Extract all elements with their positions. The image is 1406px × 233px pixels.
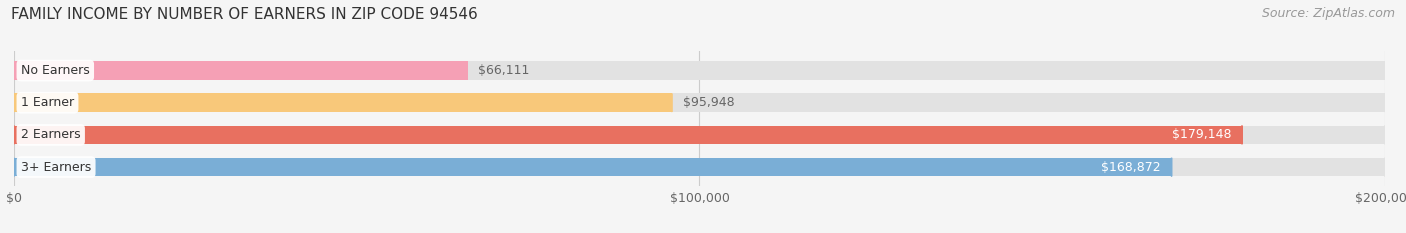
Bar	[14, 61, 1385, 80]
Text: $95,948: $95,948	[683, 96, 734, 109]
Text: 3+ Earners: 3+ Earners	[21, 161, 91, 174]
Bar	[14, 126, 1241, 144]
Text: Source: ZipAtlas.com: Source: ZipAtlas.com	[1261, 7, 1395, 20]
Text: FAMILY INCOME BY NUMBER OF EARNERS IN ZIP CODE 94546: FAMILY INCOME BY NUMBER OF EARNERS IN ZI…	[11, 7, 478, 22]
Text: 1 Earner: 1 Earner	[21, 96, 75, 109]
Text: $179,148: $179,148	[1171, 128, 1232, 141]
Bar	[14, 93, 672, 112]
Bar	[14, 158, 1171, 176]
Text: 2 Earners: 2 Earners	[21, 128, 80, 141]
Bar	[14, 158, 1385, 176]
Bar	[14, 126, 1385, 144]
Text: $66,111: $66,111	[478, 64, 530, 77]
Text: $168,872: $168,872	[1101, 161, 1160, 174]
Bar	[14, 61, 467, 80]
Bar	[14, 93, 1385, 112]
Text: No Earners: No Earners	[21, 64, 90, 77]
